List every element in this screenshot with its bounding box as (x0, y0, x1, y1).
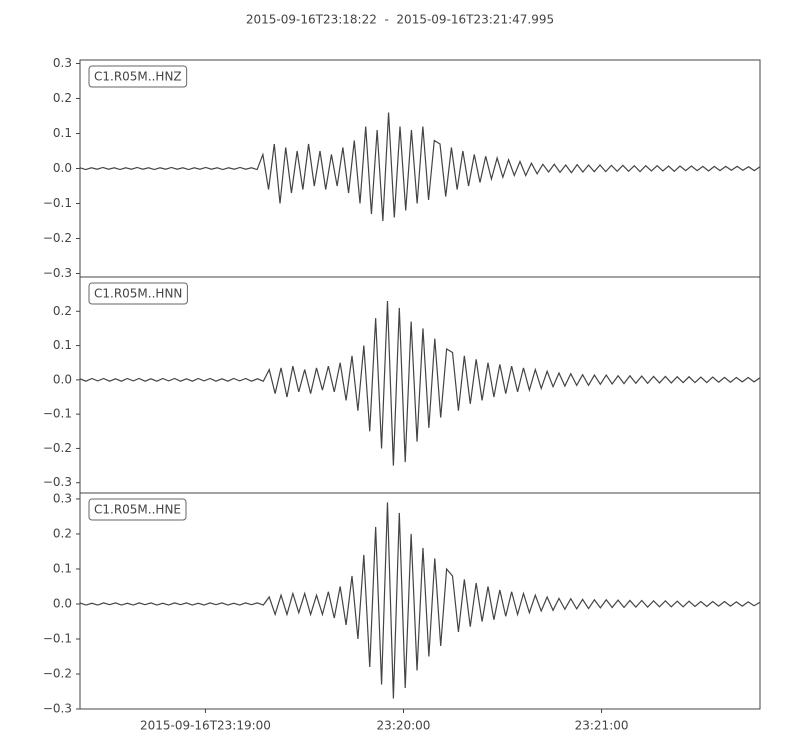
y-tick-label: −0.1 (43, 631, 72, 645)
chart-title: 2015-09-16T23:18:22 - 2015-09-16T23:21:4… (246, 13, 554, 27)
x-tick-label: 23:21:00 (575, 719, 629, 733)
y-tick-label: −0.1 (43, 196, 72, 210)
y-tick-label: −0.2 (43, 666, 72, 680)
y-tick-label: 0.3 (53, 491, 72, 505)
trace-label: C1.R05M..HNN (94, 287, 182, 301)
trace-label-box (88, 498, 187, 521)
y-tick-label: 0.3 (53, 56, 72, 70)
y-tick-label: −0.1 (43, 407, 72, 421)
y-tick-label: −0.3 (43, 702, 72, 716)
waveform (79, 112, 761, 222)
y-tick-label: 0.1 (53, 126, 72, 140)
y-tick-label: 0.1 (53, 561, 72, 575)
y-tick-label: 0.0 (53, 596, 72, 610)
trace-label-box (88, 65, 188, 88)
y-tick-label: 0.1 (53, 338, 72, 352)
trace-label: C1.R05M..HNZ (94, 70, 182, 84)
x-tick-label: 2015-09-16T23:19:00 (140, 719, 271, 733)
y-tick-label: 0.0 (53, 161, 72, 175)
panel-frame (79, 492, 761, 710)
y-tick-label: 0.2 (53, 304, 72, 318)
x-tick-label: 23:20:00 (377, 719, 431, 733)
waveform (79, 502, 761, 699)
y-tick-label: −0.2 (43, 441, 72, 455)
y-tick-label: 0.2 (53, 526, 72, 540)
waveform (79, 300, 761, 466)
y-tick-label: 0.0 (53, 372, 72, 386)
trace-label: C1.R05M..HNE (94, 503, 181, 517)
y-tick-label: 0.2 (53, 91, 72, 105)
y-tick-label: −0.3 (43, 266, 72, 280)
y-tick-label: −0.2 (43, 231, 72, 245)
trace-label-box (88, 282, 188, 305)
y-tick-label: −0.3 (43, 475, 72, 489)
